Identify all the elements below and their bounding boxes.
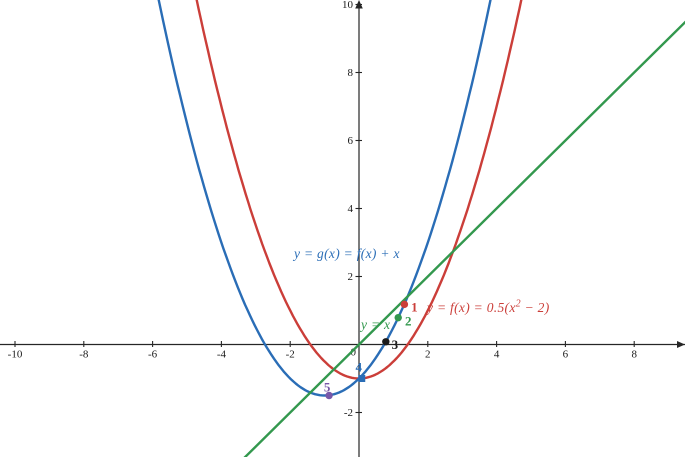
point-4-label: 4 bbox=[356, 360, 363, 375]
equation-label-f: y = f(x) = 0.5(x2 − 2) bbox=[427, 298, 550, 316]
x-tick-label: -2 bbox=[286, 349, 295, 361]
y-tick-label: 10 bbox=[342, 0, 354, 11]
x-tick-label: 6 bbox=[563, 349, 569, 361]
point-3 bbox=[382, 338, 390, 346]
origin-label: 0 bbox=[351, 347, 357, 359]
point-2 bbox=[394, 313, 402, 322]
point-3-label: 3 bbox=[392, 337, 399, 352]
point-1 bbox=[400, 300, 409, 309]
y-tick-label: 2 bbox=[348, 271, 354, 283]
x-axis-arrow-icon bbox=[677, 341, 685, 348]
x-tick-label: -6 bbox=[148, 349, 158, 361]
y-tick-label: 8 bbox=[348, 67, 354, 79]
x-tick-label: -8 bbox=[79, 349, 89, 361]
y-tick-label: 6 bbox=[348, 135, 354, 147]
equation-label-f-pre: y = f(x) = 0.5(x bbox=[427, 300, 516, 315]
x-tick-label: 8 bbox=[631, 349, 637, 361]
point-5 bbox=[325, 391, 333, 400]
point-2-label: 2 bbox=[405, 314, 412, 329]
point-5-label: 5 bbox=[324, 380, 331, 395]
point-4 bbox=[358, 375, 366, 382]
x-tick-label: 4 bbox=[494, 349, 500, 361]
y-tick-label: 4 bbox=[348, 203, 354, 215]
equation-label-f-exponent: 2 bbox=[515, 298, 521, 310]
equation-label-f-post: − 2) bbox=[520, 300, 550, 315]
x-tick-label: -4 bbox=[217, 349, 227, 361]
x-tick-label: 2 bbox=[425, 349, 431, 361]
point-1-label: 1 bbox=[411, 299, 418, 314]
equation-label-y-equals-x: y = x bbox=[361, 317, 391, 332]
curve-identity bbox=[243, 20, 685, 457]
curve-g bbox=[157, 0, 492, 397]
y-tick-label: -2 bbox=[344, 407, 353, 419]
x-tick-label: -10 bbox=[8, 349, 23, 361]
equation-label-g: y = g(x) = f(x) + x bbox=[294, 246, 400, 261]
